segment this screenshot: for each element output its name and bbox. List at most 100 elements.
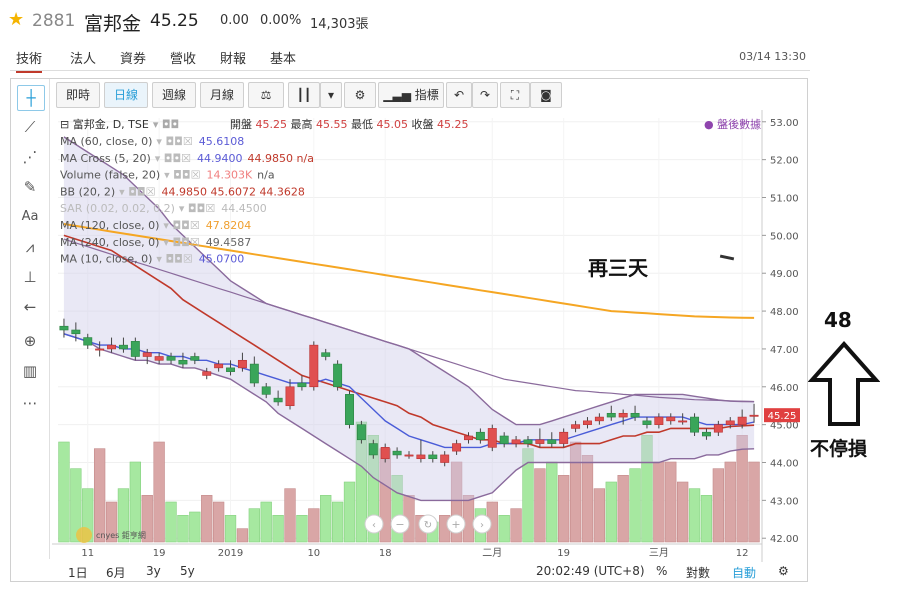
range-3y[interactable]: 3y [146, 564, 161, 578]
volume-bar [153, 441, 165, 543]
candle-body [166, 356, 176, 361]
zoom-out-button[interactable] [390, 514, 410, 534]
weekly-button[interactable]: 週線 [152, 82, 196, 108]
candle-body [535, 439, 545, 444]
monthly-button[interactable]: 月線 [200, 82, 244, 108]
zoom-icon[interactable]: ⊕ [23, 332, 37, 350]
gear-icon[interactable]: ⚙ [344, 82, 376, 108]
legend-close-label: 收盤 [412, 117, 434, 131]
study-label[interactable]: MA (10, close, 0) [60, 253, 152, 266]
price-chart[interactable]: 42.00 43.00 44.00 45.00 46.00 47.00 48.00 49.00… [52, 110, 804, 562]
study-label[interactable]: MA (120, close, 0) [60, 219, 159, 232]
annotation-text-1: 再三天 [588, 256, 648, 280]
tab-revenue[interactable]: 營收 [170, 52, 197, 67]
range-6m[interactable]: 6月 [106, 566, 126, 580]
intraday-button[interactable]: 即時 [56, 82, 100, 108]
price-change-pct: 0.00% [260, 13, 302, 28]
volume-bar [272, 515, 284, 543]
pattern-icon[interactable]: ⩘ [25, 238, 35, 256]
study-label[interactable]: Volume (false, 20) [60, 169, 160, 182]
study-controls-icon[interactable]: ▾ ◘◘☒ [155, 152, 191, 165]
study-label[interactable]: MA (60, close, 0) [60, 135, 152, 148]
reset-icon: ↻ [424, 520, 432, 531]
legend-toggle-icon[interactable]: ⊟ [60, 118, 73, 131]
measure-icon[interactable]: ⊥ [23, 268, 37, 286]
study-value-2: n/a [257, 169, 274, 182]
candle-type-icon[interactable]: ┃┃ [288, 82, 320, 108]
study-label[interactable]: MA Cross (5, 20) [60, 152, 151, 165]
study-controls-icon[interactable]: ▾ ◘◘☒ [163, 219, 199, 232]
tab-institutional[interactable]: 法人 [70, 52, 97, 67]
more-icon[interactable]: ⋯ [22, 394, 38, 412]
tab-financials[interactable]: 財報 [220, 52, 247, 67]
volume-bar [367, 435, 379, 543]
candle-body [261, 386, 271, 395]
zoom-in-button[interactable] [446, 514, 466, 534]
study-label[interactable]: SAR (0.02, 0.02, 0.2) [60, 202, 175, 215]
scroll-left-button[interactable] [364, 514, 384, 534]
volume-bar [665, 461, 677, 543]
indicators-button[interactable]: ▁▃▅ 指標 [378, 82, 444, 108]
text-tool-icon[interactable]: Aa [21, 209, 39, 224]
fib-icon[interactable]: ⋰ [22, 148, 38, 166]
camera-icon[interactable]: ◙ [530, 82, 562, 108]
candle-body [71, 329, 81, 335]
study-controls-icon[interactable]: ▾ ◘◘☒ [164, 169, 200, 182]
candle-body [273, 397, 283, 403]
candle-body [547, 439, 557, 444]
percent-toggle[interactable]: % [656, 564, 668, 578]
volume-bar [498, 515, 510, 543]
study-controls-icon[interactable]: ▾ ◘◘☒ [156, 135, 192, 148]
volume-bar [748, 461, 760, 543]
fullscreen-icon[interactable]: ⛶ [500, 82, 530, 108]
volume-bar [70, 468, 82, 543]
crosshair-icon[interactable]: ┼ [17, 85, 45, 111]
chart-settings-icon[interactable]: ⚙ [778, 564, 789, 578]
volume-bar [117, 488, 130, 543]
chevron-down-icon[interactable]: ▾ [320, 82, 342, 108]
volume-bar [391, 475, 403, 543]
scale-icon[interactable]: ⚖ [248, 82, 284, 108]
reset-button[interactable] [418, 514, 438, 534]
log-toggle[interactable]: 對數 [686, 566, 711, 580]
auto-toggle[interactable]: 自動 [732, 566, 757, 580]
volume-bar [129, 461, 141, 543]
candle-body [297, 382, 307, 388]
candle-body [380, 447, 390, 460]
daily-button[interactable]: 日線 [104, 82, 148, 108]
volume-bar [462, 495, 475, 543]
tab-technical[interactable]: 技術 [16, 48, 43, 73]
redo-icon[interactable]: ↷ [472, 82, 498, 108]
brush-icon[interactable]: ✎ [23, 178, 37, 196]
study-controls-icon[interactable]: ▾ ◘◘☒ [179, 202, 215, 215]
study-controls-icon[interactable]: ▾ ◘◘☒ [119, 185, 155, 198]
scroll-right-button[interactable] [472, 514, 492, 534]
study-label[interactable]: MA (240, close, 0) [60, 236, 159, 249]
candle-body [440, 454, 450, 463]
undo-icon[interactable]: ↶ [446, 82, 472, 108]
range-5y[interactable]: 5y [180, 564, 195, 578]
tab-basic[interactable]: 基本 [270, 52, 297, 67]
volume-bar [605, 481, 617, 543]
info-tabs: 技術 法人 資券 營收 財報 基本 03/14 13:30 [10, 44, 810, 73]
favorite-star-icon[interactable]: ★ [8, 9, 25, 30]
arrow-left-icon[interactable]: ← [23, 298, 37, 316]
range-1d[interactable]: 1日 [68, 566, 88, 580]
ruler-icon[interactable]: ▥ [22, 362, 38, 380]
after-hours-label[interactable]: 盤後數據 [717, 117, 761, 131]
watermark-logo-icon [76, 527, 92, 543]
trendline-icon[interactable]: ⟋ [24, 118, 36, 136]
tab-margin[interactable]: 資券 [120, 52, 147, 67]
study-label[interactable]: BB (20, 2) [60, 185, 115, 198]
study-value: 45.6108 [199, 135, 245, 148]
study-value: 44.4500 [221, 202, 267, 215]
candle-body [511, 439, 521, 444]
study-controls-icon[interactable]: ▾ ◘◘☒ [156, 253, 192, 266]
candle-body [202, 371, 212, 376]
volume-bar [260, 501, 272, 543]
y-tick-label: 50.00 [770, 231, 799, 242]
volume-bar [450, 461, 463, 543]
candle-body [237, 359, 247, 369]
study-controls-icon[interactable]: ▾ ◘◘☒ [163, 236, 199, 249]
indicators-label: 指標 [414, 88, 439, 102]
